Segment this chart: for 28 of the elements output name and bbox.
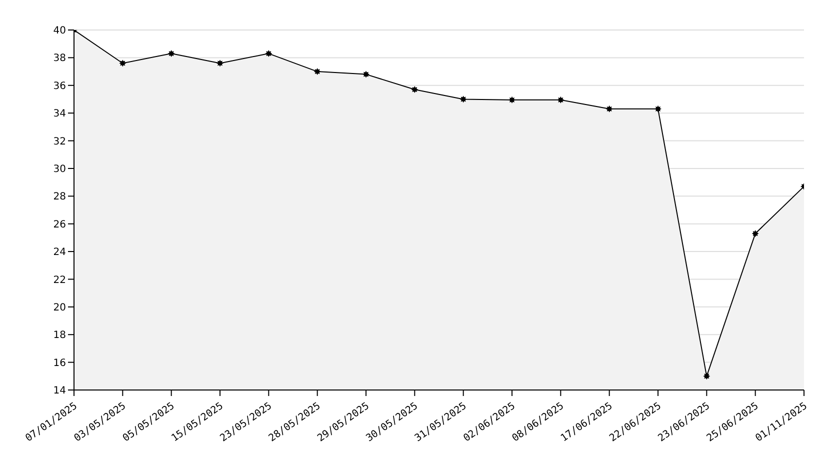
point	[557, 96, 564, 104]
point	[703, 372, 710, 380]
y-tick-label: 14	[53, 386, 66, 397]
point	[119, 60, 126, 67]
point	[606, 105, 613, 112]
point	[752, 230, 759, 238]
point	[362, 70, 370, 78]
y-tick-label: 30	[53, 164, 66, 176]
y-tick-label: 32	[53, 136, 66, 148]
point	[168, 50, 175, 58]
point	[216, 60, 224, 67]
y-tick-label: 22	[53, 274, 66, 286]
y-tick-label: 26	[53, 219, 66, 230]
y-tick-label: 16	[53, 358, 66, 369]
point	[411, 86, 418, 94]
y-tick-label: 24	[53, 247, 66, 258]
y-tick-label: 36	[53, 80, 66, 92]
y-tick-label: 20	[53, 302, 66, 314]
point	[314, 68, 321, 76]
y-tick-label: 40	[53, 26, 66, 37]
y-tick-label: 38	[53, 53, 66, 64]
y-tick-label: 18	[53, 330, 66, 342]
y-tick-label: 28	[53, 192, 66, 203]
point	[460, 96, 467, 103]
y-tick-label: 34	[53, 108, 66, 120]
point	[654, 105, 662, 112]
point	[508, 96, 516, 104]
point	[265, 50, 272, 58]
